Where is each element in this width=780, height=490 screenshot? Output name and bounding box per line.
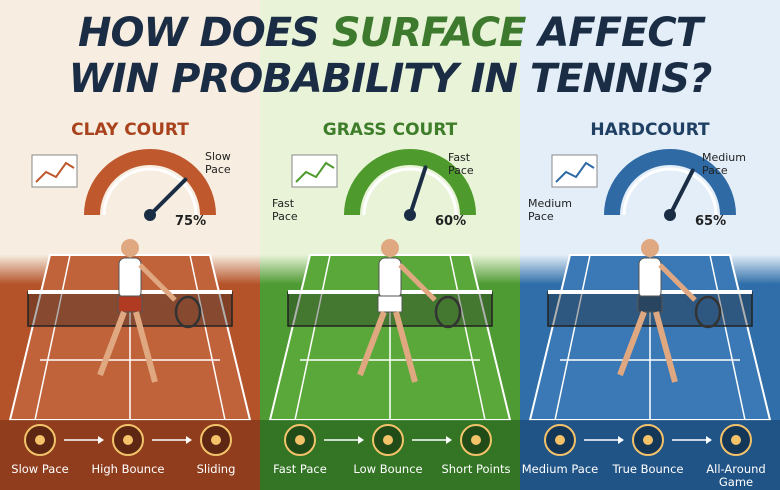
- pace-label: Medium Pace: [702, 151, 746, 177]
- mini-chart: [291, 154, 338, 188]
- gauge-arc: [84, 149, 216, 216]
- player-leg: [617, 310, 647, 377]
- mini-chart-line: [295, 161, 335, 183]
- feature-label: Sliding: [196, 462, 236, 476]
- title-text: AFFECT: [538, 10, 703, 56]
- mini-chart: [31, 154, 78, 188]
- racket: [434, 295, 462, 329]
- title: HOW DOES SURFACE AFFECT WIN PROBABILITY …: [0, 10, 780, 102]
- player-arm: [138, 263, 177, 302]
- feature-arrowhead: [98, 436, 104, 444]
- racket: [694, 295, 722, 329]
- panel-graphics: [0, 149, 260, 490]
- title-text: WIN PROBABILITY IN TENNIS?: [68, 56, 713, 102]
- feature-label: High Bounce: [91, 462, 165, 476]
- feature-icon-dot: [35, 435, 45, 445]
- feature-arrowhead: [618, 436, 624, 444]
- win-probability: 75%: [175, 214, 207, 229]
- title-highlight: SURFACE: [331, 10, 527, 56]
- player-head: [381, 239, 399, 257]
- panel-name: HARDCOURT: [590, 120, 710, 140]
- gauge-hub: [664, 209, 676, 221]
- player-leg: [357, 310, 387, 377]
- feature-label: Low Bounce: [353, 462, 423, 476]
- feature-icon-dot: [643, 435, 653, 445]
- court-line: [34, 254, 71, 421]
- feature-icon-dot: [731, 435, 741, 445]
- pace-label: Medium Pace: [528, 197, 572, 223]
- feature-icon-dot: [555, 435, 565, 445]
- pace-label: Fast Pace: [448, 151, 474, 177]
- panel: Medium Pace True Bounce All-Around Game HAR…: [520, 0, 780, 490]
- pace-label: Fast Pace: [272, 197, 298, 223]
- player-leg: [97, 310, 127, 377]
- court-line: [449, 254, 486, 421]
- player-head: [121, 239, 139, 257]
- gauge-hub: [404, 209, 416, 221]
- feature-icon-dot: [383, 435, 393, 445]
- player-body: [118, 257, 142, 299]
- feature-label: True Bounce: [612, 462, 684, 476]
- player-body: [378, 257, 402, 299]
- feature-label: All-Around Game: [706, 462, 766, 489]
- panel-graphics: [260, 149, 520, 490]
- mini-chart-line: [555, 161, 595, 183]
- player-arm: [658, 263, 697, 302]
- player-shorts: [377, 295, 403, 313]
- gauge-needle: [148, 177, 188, 217]
- feature-arrowhead: [446, 436, 452, 444]
- gauge-hub: [144, 209, 156, 221]
- gauge-inner: [622, 167, 718, 216]
- feature-arrowhead: [186, 436, 192, 444]
- player-body: [638, 257, 662, 299]
- feature-icon-dot: [471, 435, 481, 445]
- gauge-inner: [102, 167, 198, 216]
- panel-graphics: [520, 149, 780, 490]
- court-line: [554, 254, 591, 421]
- panel-name: GRASS COURT: [322, 120, 458, 140]
- mini-chart-line: [35, 161, 75, 183]
- feature-icon-dot: [295, 435, 305, 445]
- feature-label: Medium Pace: [521, 462, 599, 476]
- title-text: HOW DOES: [78, 10, 320, 56]
- gauge-needle: [408, 165, 428, 217]
- win-probability: 60%: [435, 214, 467, 229]
- feature-label: Slow Pace: [11, 462, 69, 476]
- panel: Slow Pace High Bounce Sliding CLAY COURT 75%…: [0, 0, 260, 490]
- player-leg: [653, 311, 678, 383]
- pace-label: Slow Pace: [205, 150, 231, 176]
- player-arm: [398, 263, 437, 302]
- feature-icon-dot: [123, 435, 133, 445]
- feature-arrowhead: [706, 436, 712, 444]
- feature-arrowhead: [358, 436, 364, 444]
- gauge-arc: [604, 149, 736, 216]
- gauge-inner: [362, 167, 458, 216]
- panel: Fast Pace Low Bounce Short Points GRASS COU…: [260, 0, 520, 490]
- court-line: [709, 254, 746, 421]
- player-head: [641, 239, 659, 257]
- court-line: [294, 254, 331, 421]
- feature-label: Fast Pace: [273, 462, 327, 476]
- player-shorts: [637, 295, 663, 313]
- panel-name: CLAY COURT: [71, 120, 189, 140]
- win-probability: 65%: [695, 214, 727, 229]
- player-leg: [393, 311, 418, 383]
- gauge-arc: [344, 149, 476, 216]
- mini-chart: [551, 154, 598, 188]
- player-shorts: [117, 295, 143, 313]
- feature-label: Short Points: [441, 462, 511, 476]
- court-line: [189, 254, 226, 421]
- racket: [174, 295, 202, 329]
- feature-icon-dot: [211, 435, 221, 445]
- gauge-needle: [668, 168, 695, 217]
- player-leg: [133, 311, 158, 383]
